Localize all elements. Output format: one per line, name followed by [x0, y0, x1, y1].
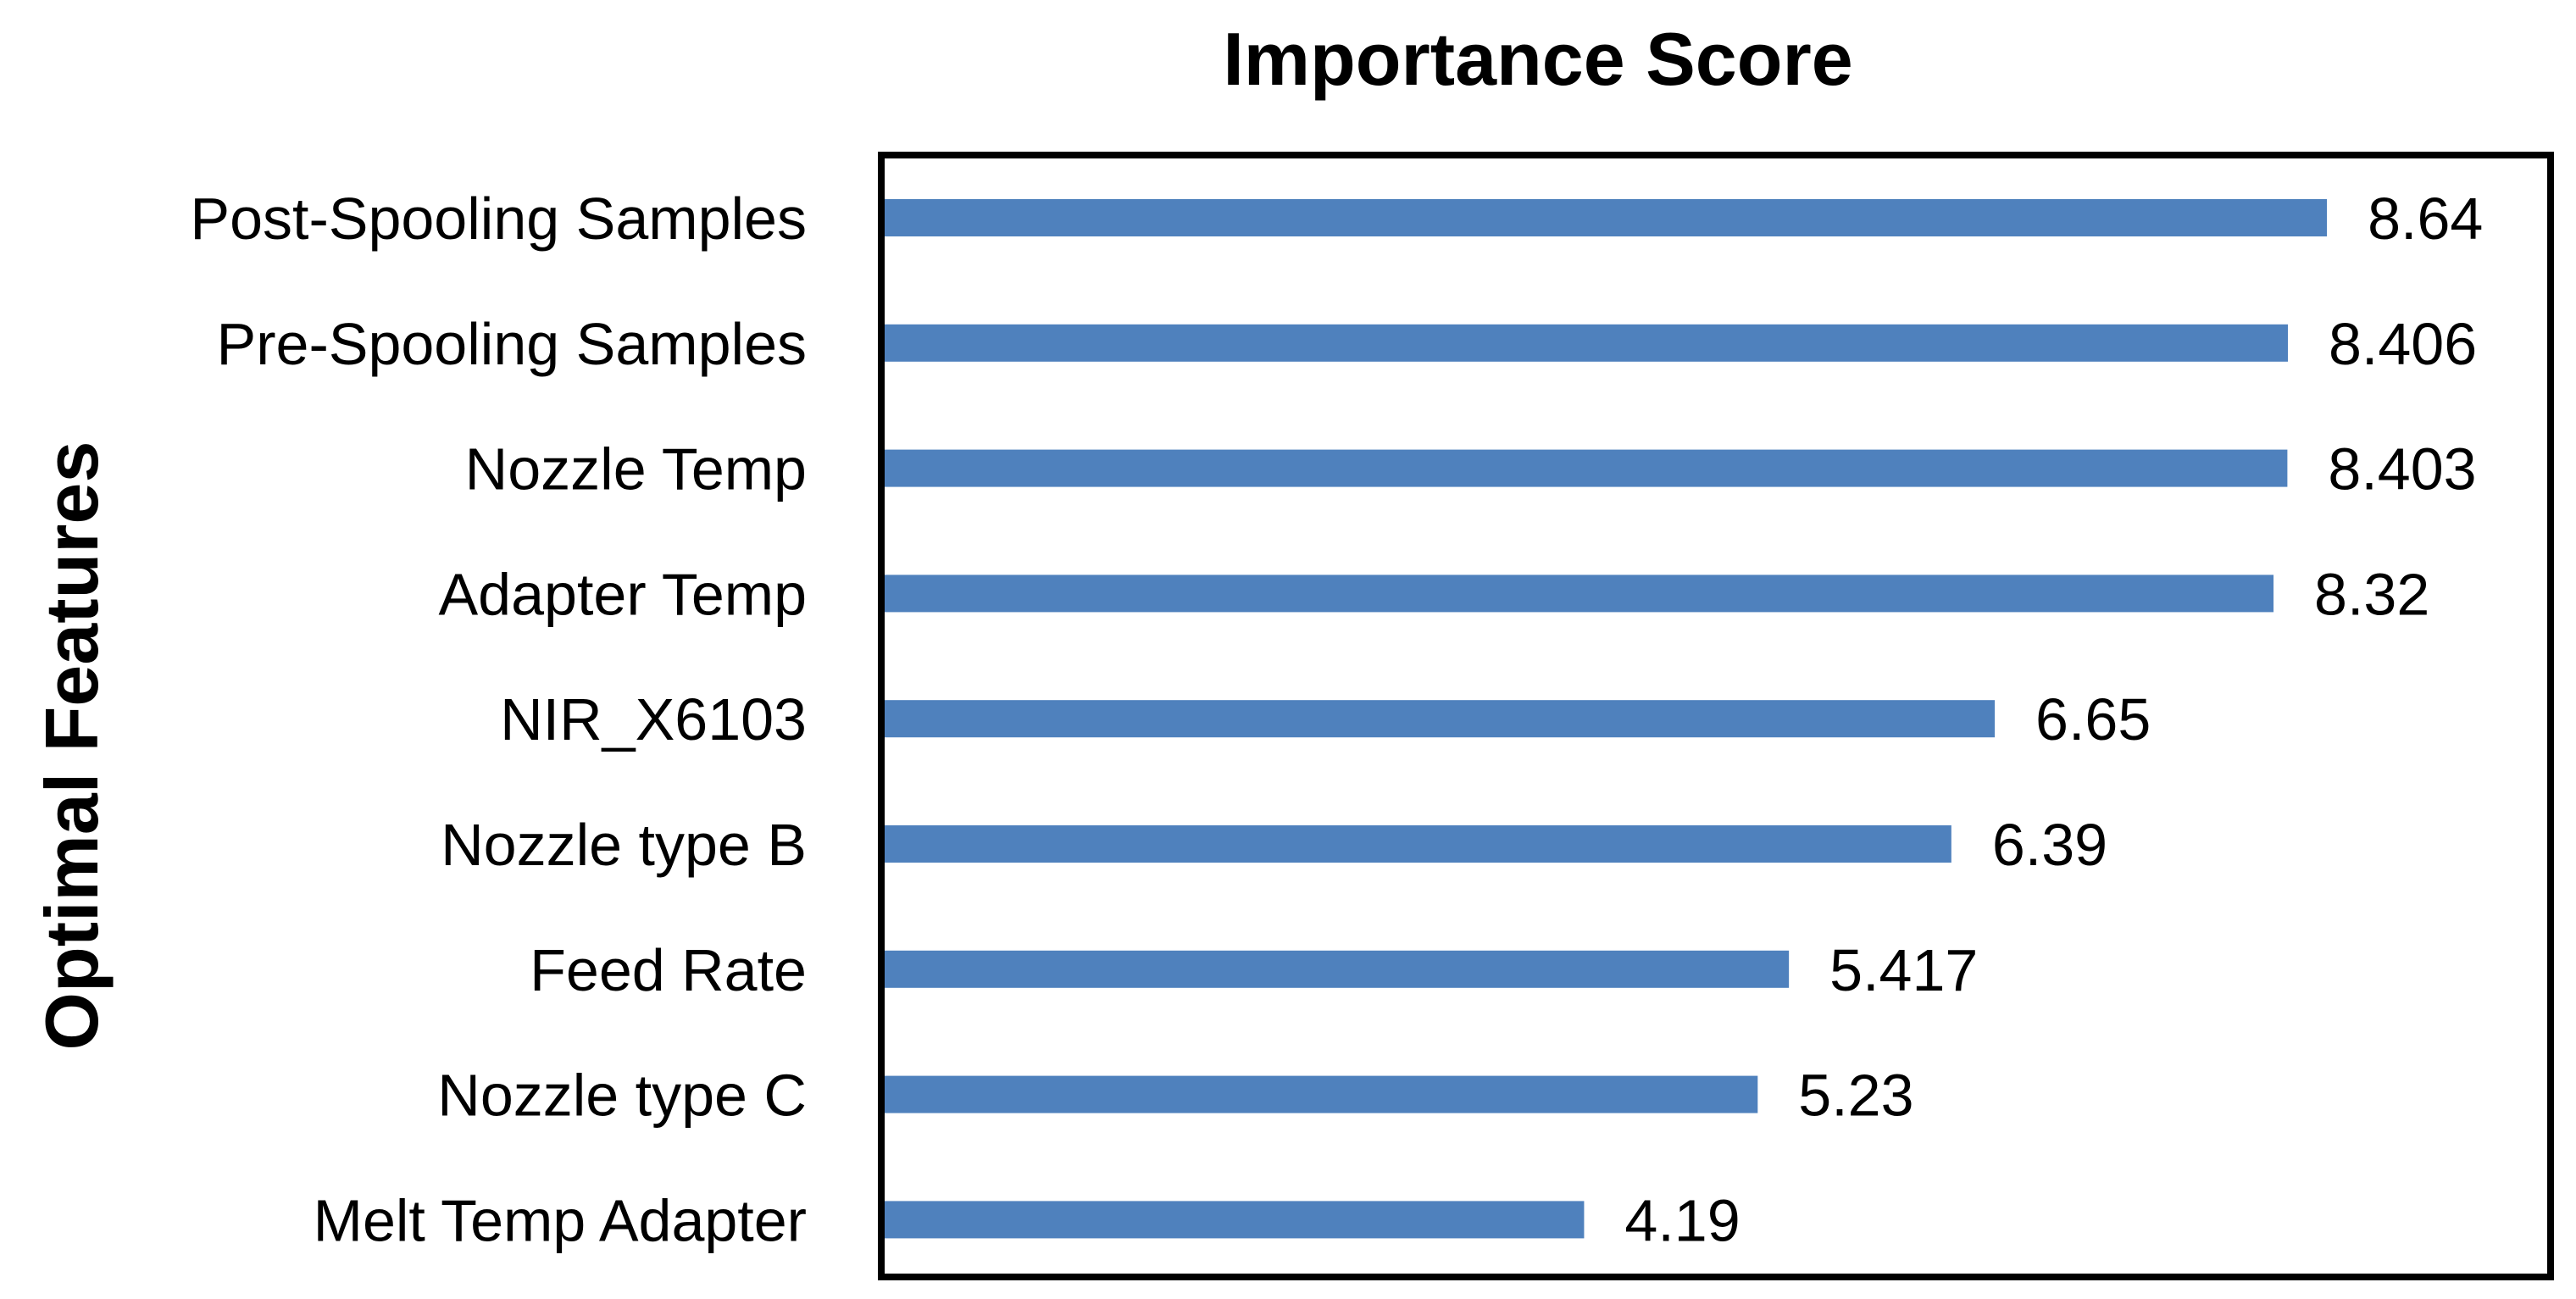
bar-7 — [885, 1075, 1758, 1113]
category-label: Feed Rate — [530, 937, 807, 1003]
bar-4 — [885, 700, 1996, 738]
bar-2 — [885, 449, 2288, 487]
bars — [885, 199, 2328, 1239]
bar-8 — [885, 1201, 1585, 1239]
bar-5 — [885, 825, 1951, 863]
data-label: 8.406 — [2329, 311, 2477, 377]
data-labels: 8.64 8.406 8.403 8.32 6.65 6.395.417 5.23 4.19 — [1624, 186, 2483, 1253]
category-label: Post-Spooling Samples — [190, 186, 807, 252]
data-label: 4.19 — [1624, 1187, 1740, 1253]
bar-6 — [885, 950, 1790, 988]
category-labels: Post-Spooling Samples Pre-Spooling Sample… — [190, 186, 807, 1253]
data-label: 8.403 — [2328, 436, 2476, 502]
data-label: 5.417 — [1829, 937, 1978, 1003]
data-label: 8.64 — [2368, 186, 2483, 252]
data-label: 5.23 — [1798, 1063, 1913, 1129]
category-label: NIR_X6103 — [500, 686, 807, 752]
category-label: Adapter Temp — [438, 561, 807, 627]
bar-3 — [885, 575, 2274, 613]
data-label: 8.32 — [2314, 561, 2429, 627]
bar-1 — [885, 324, 2288, 362]
data-label: 6.65 — [2035, 686, 2151, 752]
plot-area-frame — [878, 152, 2554, 1280]
y-axis-label: Optimal Features — [30, 441, 114, 1051]
data-label: 6.39 — [1992, 812, 2107, 878]
category-label: Melt Temp Adapter — [314, 1187, 807, 1253]
category-label: Nozzle type B — [441, 812, 807, 878]
category-label: Nozzle type C — [437, 1063, 807, 1129]
bar-0 — [885, 199, 2328, 236]
category-label: Pre-Spooling Samples — [217, 311, 807, 377]
category-label: Nozzle Temp — [465, 436, 807, 502]
chart-title: Importance Score — [1223, 17, 1852, 101]
